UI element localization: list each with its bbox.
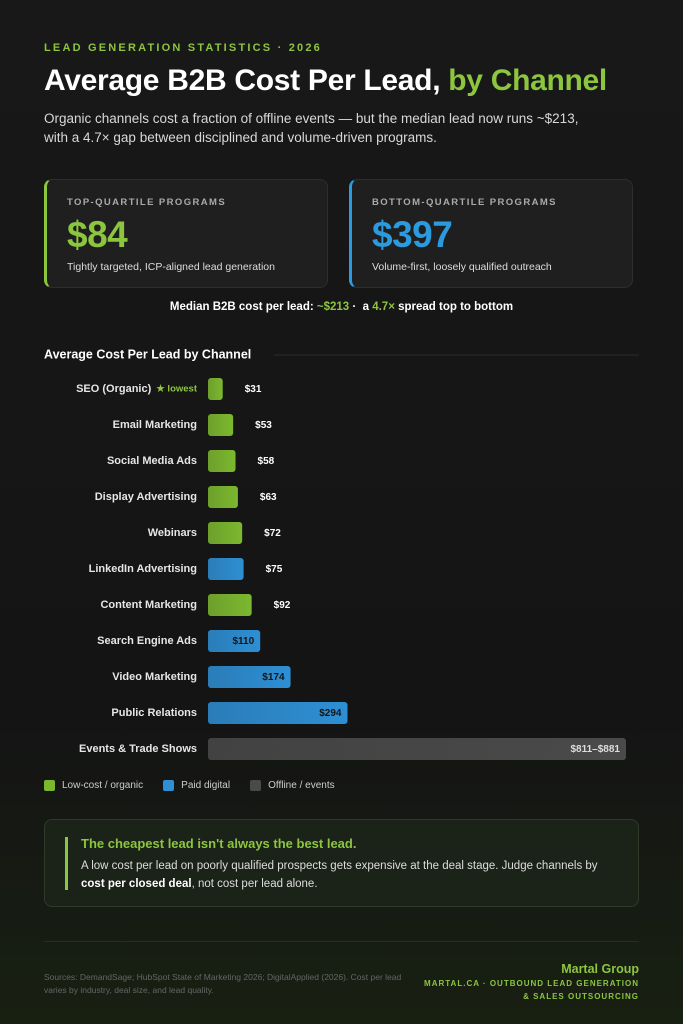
callout: The cheapest lead isn't always the best … [44, 819, 639, 907]
legend: Low-cost / organic Paid digital Offline / … [44, 780, 335, 791]
category-label: LinkedIn Advertising [89, 563, 197, 575]
category-label: Content Marketing [100, 599, 197, 611]
value-label: $58 [258, 456, 275, 467]
text: spread top to bottom [394, 301, 514, 313]
bar [208, 738, 626, 760]
value-label: $31 [245, 384, 262, 395]
category-label: Search Engine Ads [97, 635, 197, 647]
brand-name: Martal Group [561, 962, 639, 976]
legend-label: Paid digital [181, 780, 231, 791]
card-label: BOTTOM-QUARTILE PROGRAMS [372, 197, 557, 208]
value-label: $72 [264, 528, 281, 539]
card-value: $397 [372, 214, 453, 255]
tagline: MARTAL.CA · OUTBOUND LEAD GENERATION [424, 979, 639, 988]
legend-item: Paid digital [163, 780, 230, 791]
bar [208, 702, 348, 724]
title: Average B2B Cost Per Lead, by Channel [44, 64, 607, 98]
value-label: $110 [232, 636, 254, 647]
legend-swatch [44, 780, 55, 791]
text: Median B2B cost per lead: [169, 301, 317, 313]
legend-label: Offline / events [268, 780, 335, 791]
kpi-card: TOP-QUARTILE PROGRAMS $84 Tightly targeted… [44, 179, 328, 288]
legend-item: Low-cost / organic [44, 780, 143, 791]
category-label: Webinars [148, 527, 197, 539]
bar [208, 378, 223, 400]
median-value: ~$213 [316, 301, 350, 313]
card-value: $84 [67, 214, 128, 255]
category-label: Display Advertising [95, 491, 197, 503]
category-label: SEO (Organic) [76, 383, 152, 395]
legend-swatch [163, 780, 175, 791]
chart-title: Average Cost Per Lead by Channel [44, 347, 251, 361]
brand: Martal Group MARTAL.CA · OUTBOUND LEAD GE… [424, 962, 639, 1002]
category-label: Public Relations [111, 707, 197, 719]
legend-swatch [250, 780, 262, 791]
value-label: $92 [274, 600, 291, 611]
category-label: Social Media Ads [107, 455, 197, 467]
category-label: Events & Trade Shows [79, 743, 197, 755]
accent [65, 837, 68, 890]
value-label: $53 [255, 420, 272, 431]
legend-item: Offline / events [250, 780, 335, 791]
tagline: & SALES OUTSOURCING [523, 992, 639, 1001]
card-description: Tightly targeted, ICP-aligned lead gener… [67, 261, 275, 273]
bar [208, 450, 236, 472]
value-label: $174 [262, 672, 285, 683]
text: · a [349, 301, 373, 313]
value-label: $811–$881 [570, 744, 620, 755]
callout-title: The cheapest lead isn't always the best … [81, 836, 357, 851]
card-label: TOP-QUARTILE PROGRAMS [67, 197, 227, 208]
median-line: Median B2B cost per lead: ~$213 · a 4.7×… [0, 301, 683, 313]
chart: Average Cost Per Lead by Channel ★ lowes… [44, 347, 639, 760]
card-description: Volume-first, loosely qualified outreach [372, 261, 552, 273]
text: , not cost per lead alone. [191, 878, 318, 890]
bar [208, 522, 243, 544]
spread-value: 4.7× [372, 301, 395, 313]
legend-label: Low-cost / organic [62, 780, 144, 791]
bar [208, 486, 238, 508]
subtitle: Organic channels cost a fraction of offl… [44, 111, 579, 145]
bar [208, 414, 234, 436]
category-label: Email Marketing [113, 419, 197, 431]
bar [208, 666, 291, 688]
value-label: $75 [266, 564, 283, 575]
title-highlight: by Channel [448, 64, 607, 97]
callout-body: A low cost per lead on poorly qualified … [81, 857, 618, 893]
sources: Sources: DemandSage; HubSpot State of Ma… [44, 972, 402, 995]
text: A low cost per lead on poorly qualified … [81, 860, 598, 872]
bar [208, 594, 252, 616]
value-label: $294 [319, 708, 342, 719]
category-label: Video Marketing [112, 671, 197, 683]
bold-text: cost per closed deal [81, 878, 192, 890]
value-label: $63 [260, 492, 277, 503]
annotation: ★ lowest [156, 384, 198, 395]
eyebrow: LEAD GENERATION STATISTICS · 2026 [44, 42, 322, 54]
kpi-card: BOTTOM-QUARTILE PROGRAMS $397 Volume-first… [349, 179, 633, 288]
bar [208, 630, 261, 652]
divider [44, 941, 639, 942]
bar [208, 558, 244, 580]
title-text: Average B2B Cost Per Lead, [44, 64, 449, 97]
